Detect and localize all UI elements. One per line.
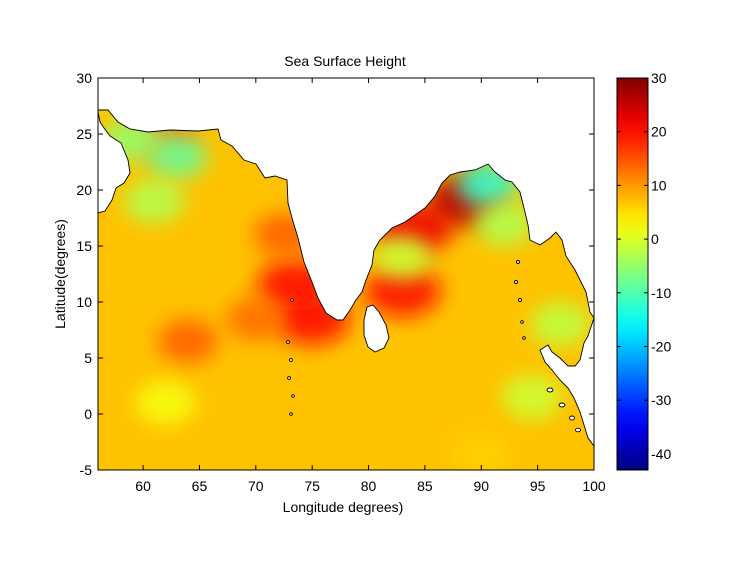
x-tick-label: 85	[417, 478, 433, 494]
x-tick-label: 70	[248, 478, 264, 494]
field-feature-13	[473, 201, 534, 246]
colorbar-tick-label: -10	[651, 285, 671, 301]
x-tick-label: 75	[304, 478, 320, 494]
field-feature-17	[135, 380, 196, 425]
colorbar-ticks: 30 20 10 0 -10 -20 -30 -40	[617, 70, 671, 462]
island-maldives-3	[287, 376, 291, 380]
colorbar-tick-label: 0	[651, 231, 659, 247]
y-tick-label: 0	[84, 406, 92, 422]
y-tick-label: 5	[84, 350, 92, 366]
x-axis: 60 65 70 75 80 85 90 95 100	[135, 78, 606, 494]
y-axis-label: Latitude(degrees)	[52, 219, 68, 329]
x-tick-label: 95	[530, 478, 546, 494]
x-axis-label: Longitude degrees)	[283, 499, 404, 515]
y-tick-label: 20	[76, 182, 92, 198]
x-tick-label: 90	[473, 478, 489, 494]
y-tick-label: -5	[80, 462, 93, 478]
y-tick-label: 15	[76, 238, 92, 254]
x-tick-label: 65	[192, 478, 208, 494]
island-andaman-3	[518, 298, 522, 302]
colorbar-tick-label: 20	[651, 124, 667, 140]
field-feature-14	[530, 302, 591, 347]
island-sumatra-3	[569, 415, 575, 421]
y-tick-label: 25	[76, 126, 92, 142]
colorbar: 30 20 10 0 -10 -20 -30 -40	[616, 70, 671, 471]
island-chains	[286, 260, 581, 433]
field-feature-18	[451, 431, 512, 470]
island-maldives-4	[291, 394, 295, 398]
x-tick-label: 80	[361, 478, 377, 494]
field-feature-7	[225, 296, 286, 341]
island-sumatra-1	[546, 387, 554, 393]
colorbar-gradient	[616, 77, 649, 471]
plot-area	[97, 77, 595, 471]
land-myanmar-coast	[539, 317, 594, 447]
field-feature-16	[502, 375, 562, 420]
colorbar-tick-label: -40	[651, 446, 671, 462]
field-feature-10	[146, 134, 207, 179]
island-andaman-1	[516, 260, 520, 264]
y-tick-label: 10	[76, 294, 92, 310]
island-andaman-2	[514, 280, 518, 284]
island-lakshadweep	[290, 298, 294, 302]
island-maldives-2	[289, 358, 293, 362]
island-sumatra-4	[575, 427, 581, 433]
x-tick-label: 60	[135, 478, 151, 494]
field-feature-2	[364, 264, 441, 317]
island-nicobar-1	[520, 320, 524, 324]
y-tick-label: 30	[76, 70, 92, 86]
island-maldives-1	[286, 340, 290, 344]
colorbar-tick-label: 10	[651, 177, 667, 193]
island-sumatra-2	[558, 402, 566, 408]
field-feature-12	[124, 179, 185, 224]
island-maldives-5	[289, 412, 293, 416]
field-feature-15	[372, 235, 433, 280]
chart-title: Sea Surface Height	[284, 53, 406, 69]
field-feature-6	[158, 319, 219, 364]
colorbar-tick-label: -20	[651, 338, 671, 354]
y-axis: -5 0 5 10 15 20 25 30	[76, 70, 594, 478]
colorbar-tick-label: -30	[651, 392, 671, 408]
x-tick-label: 100	[582, 478, 606, 494]
island-nicobar-2	[522, 336, 526, 340]
land-sri-lanka	[363, 304, 390, 353]
plot-frame	[97, 77, 595, 471]
colorbar-tick-label: 30	[651, 70, 667, 86]
